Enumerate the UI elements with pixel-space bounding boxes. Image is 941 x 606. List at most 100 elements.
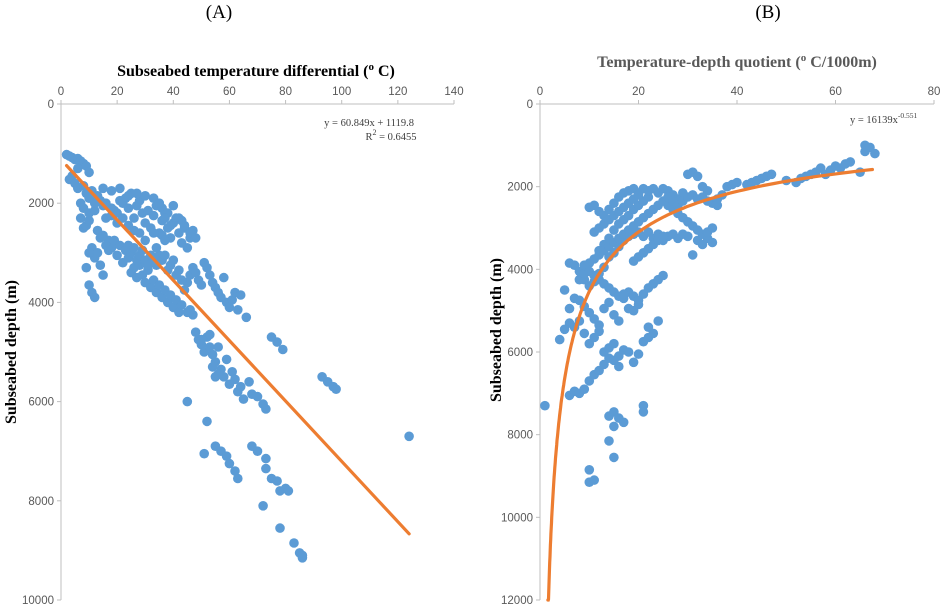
panel-a-data-point — [160, 235, 170, 246]
panel-a-data-point — [185, 305, 195, 315]
panel-b-data-point — [554, 334, 565, 345]
panel-b-data-point — [648, 328, 659, 339]
panel-a-data-point — [224, 302, 235, 313]
panel-a-data-point — [182, 243, 193, 253]
panel-a-data-point — [272, 337, 282, 347]
panel-b-data-point — [589, 475, 599, 485]
panel-b-data-point — [712, 200, 723, 211]
panel-b-y-ticks: 0 2000 4000 6000 8000 10000 12000 — [501, 99, 540, 606]
panel-a-data-point — [103, 245, 114, 256]
panel-a-data-point — [190, 327, 201, 338]
panel-a-data-point — [205, 270, 215, 280]
panel-b-data-point — [618, 417, 629, 428]
panel-a-data-point — [202, 262, 212, 273]
panel-a-data-point — [278, 344, 288, 355]
panel-a-data-point — [84, 215, 94, 226]
panel-b-x-ticks: 0 20 40 60 80 — [537, 86, 940, 104]
panel-a-x-tick-label: 20 — [111, 86, 124, 98]
panel-b-data-point — [732, 177, 742, 188]
panel-a-data-point — [98, 183, 108, 194]
panel-b-points — [540, 140, 880, 488]
panel-a-data-point — [235, 290, 246, 300]
panel-a-y-tick-label: 8000 — [28, 496, 54, 508]
panel-a-x-tick-label: 0 — [58, 86, 64, 98]
panel-a-data-point — [176, 300, 187, 310]
panel-b-data-point — [692, 171, 703, 182]
panel-a-x-tick-label: 60 — [223, 86, 236, 98]
panel-b-x-tick-label: 20 — [632, 86, 645, 98]
panel-a-data-point — [81, 262, 92, 273]
panel-a-data-point — [275, 523, 285, 533]
panel-b-fit-line — [546, 167, 874, 602]
panel-b-equation: y = 16139x-0.551 — [850, 111, 918, 126]
panel-a-data-point — [151, 243, 162, 253]
panel-a-data-point — [230, 374, 240, 385]
panel-b-chart: (B) Temperature-depth quotient (o C/1000… — [488, 2, 940, 606]
panel-a-data-point — [129, 243, 139, 253]
panel-b-data-point — [845, 157, 856, 167]
panel-a-data-point — [160, 213, 170, 223]
panel-a-data-point — [115, 183, 125, 194]
panel-b-data-point — [628, 357, 639, 368]
panel-b-y-tick-label: 0 — [527, 99, 533, 111]
panel-b-y-tick-label: 12000 — [501, 595, 533, 606]
panel-b-data-point — [540, 400, 550, 411]
panel-a-data-point — [168, 255, 179, 265]
panel-b-data-point — [614, 361, 624, 372]
panel-b-data-point — [870, 148, 880, 159]
panel-a-data-point — [123, 203, 134, 213]
panel-a-chart: (A) Subseabed temperature differential (… — [3, 2, 464, 606]
panel-a-data-point — [84, 193, 94, 203]
panel-b-data-point — [633, 349, 644, 359]
panel-a-fit-line — [65, 164, 411, 536]
panel-a-data-point — [233, 305, 243, 315]
panel-b-data-point — [860, 140, 870, 151]
panel-a-data-point — [190, 267, 201, 278]
panel-b-data-point — [569, 293, 580, 304]
panel-a-data-point — [221, 354, 232, 365]
panel-a-data-point — [219, 272, 229, 283]
panel-a-data-point — [331, 384, 341, 395]
panel-a-data-point — [98, 230, 108, 241]
panel-a-data-point — [89, 205, 100, 216]
panel-a-data-point — [207, 349, 218, 360]
panel-b-title: Temperature-depth quotient (o C/1000m) — [597, 52, 877, 71]
panel-a-data-point — [261, 463, 271, 474]
panel-a-data-point — [289, 538, 299, 548]
panel-a-x-tick-label: 80 — [279, 86, 292, 98]
panel-a-data-point — [95, 260, 106, 271]
panel-a-data-point — [174, 265, 184, 276]
panel-a-data-point — [233, 473, 243, 484]
panel-a-data-point — [196, 334, 207, 345]
panel-a-data-point — [84, 280, 94, 290]
panel-b-y-tick-label: 2000 — [507, 182, 533, 194]
panel-a-x-tick-label: 40 — [167, 86, 180, 98]
panel-a-data-point — [154, 198, 165, 208]
panel-b-data-point — [609, 452, 619, 463]
panel-b-x-tick-label: 40 — [731, 86, 744, 98]
panel-a-data-point — [89, 292, 100, 303]
panel-a-data-point — [241, 312, 252, 323]
panel-a-y-tick-label: 4000 — [28, 297, 54, 309]
panel-a-x-tick-label: 140 — [444, 86, 463, 98]
panel-a-data-point — [258, 501, 268, 511]
panel-a-data-point — [176, 275, 187, 285]
panel-a-data-point — [283, 486, 294, 496]
panel-b-data-point — [564, 303, 575, 314]
panel-b-data-point — [707, 237, 718, 248]
panel-a-y-tick-label: 10000 — [22, 595, 54, 606]
panel-a-equation: y = 60.849x + 1119.8 — [324, 118, 414, 129]
panel-a-data-point — [140, 191, 150, 201]
panel-b-x-tick-label: 60 — [829, 86, 842, 98]
panel-b-data-point — [584, 465, 595, 475]
panel-a-data-point — [261, 404, 271, 414]
panel-a-data-point — [123, 191, 134, 201]
panel-a-data-point — [261, 453, 271, 464]
panel-a-y-tick-label: 2000 — [28, 198, 54, 210]
panel-a-x-ticks: 0 20 40 60 80 100 120 140 — [58, 86, 464, 104]
panel-a-data-point — [227, 367, 237, 377]
panel-a-data-point — [179, 220, 190, 231]
panel-a-data-point — [174, 307, 184, 318]
panel-a-data-point — [199, 448, 209, 459]
